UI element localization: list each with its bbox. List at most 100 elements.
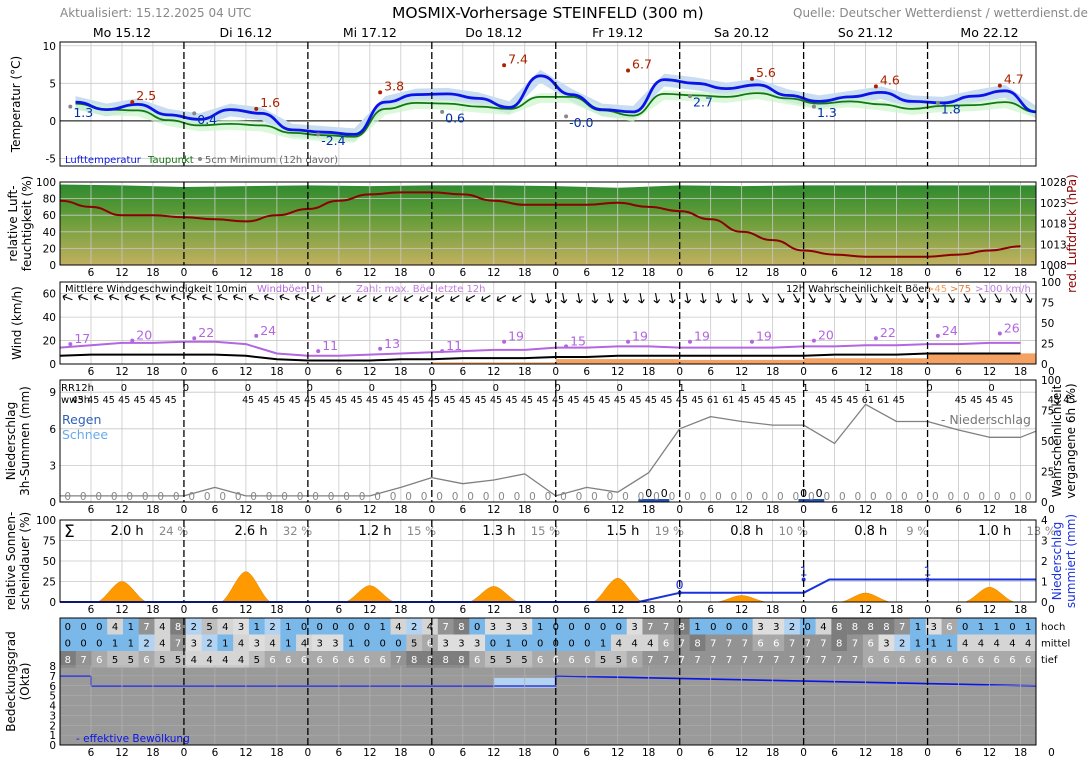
wind-direction-arrow bbox=[839, 293, 847, 303]
ww3h-code: 45 bbox=[1063, 395, 1075, 406]
cloud-cell-value: 6 bbox=[978, 655, 984, 666]
cloud-cell-value: 7 bbox=[143, 622, 149, 633]
daily-sun-hours: 2.0 h bbox=[111, 524, 144, 539]
day-label: Di 16.12 bbox=[219, 25, 272, 40]
cloud-xtick: 0 bbox=[800, 747, 807, 759]
wind-direction-arrow bbox=[932, 293, 940, 303]
cloud-cell-value: 4 bbox=[631, 639, 637, 650]
cloud-cell-value: 0 bbox=[568, 639, 574, 650]
cloud-cell-value: 1 bbox=[1025, 622, 1031, 633]
max-temp-label: 6.7 bbox=[632, 57, 652, 72]
cum-precip-dot bbox=[925, 577, 930, 582]
cloud-xtick: 18 bbox=[394, 747, 407, 759]
wind-direction-arrow bbox=[434, 295, 445, 303]
max-gust-dot bbox=[811, 338, 816, 343]
cloud-cell-value: 1 bbox=[694, 622, 700, 633]
precip-3h-value: 0 bbox=[607, 491, 614, 503]
cloud-cell-tief bbox=[437, 651, 454, 668]
cloud-cell-value: 8 bbox=[836, 639, 842, 650]
cloud-cell-mittel bbox=[138, 634, 155, 651]
cloud-cell-tief bbox=[973, 651, 990, 668]
wind-direction-arrow bbox=[560, 292, 568, 304]
cloud-cell-value: 8 bbox=[458, 655, 464, 666]
cloud-cell-value: 3 bbox=[458, 639, 464, 650]
precip-3h-value: 0 bbox=[219, 491, 226, 503]
cloud-cell-value: 4 bbox=[301, 639, 307, 650]
cloud-cell-value: 5 bbox=[616, 655, 622, 666]
precip-3h-value: 0 bbox=[854, 491, 861, 503]
cloud-cell-value: 7 bbox=[647, 655, 653, 666]
wind-xtick: 0 bbox=[428, 366, 435, 378]
sun-xtick: 18 bbox=[1014, 604, 1027, 616]
ground-min-dot bbox=[811, 104, 816, 109]
precip-3h-value: 0 bbox=[916, 491, 923, 503]
wind-direction-arrow bbox=[777, 293, 785, 303]
ww3h-code: 61 bbox=[862, 395, 874, 406]
cloud-cell-tief bbox=[217, 651, 234, 668]
cloud-cell-value: 6 bbox=[757, 639, 763, 650]
cloud-cell-value: 0 bbox=[584, 639, 590, 650]
cloud-cell-value: 6 bbox=[348, 655, 354, 666]
cloud-cell-mittel bbox=[878, 634, 895, 651]
rr12h-value: 1 bbox=[678, 383, 684, 394]
rr12h-value: 0 bbox=[121, 383, 127, 394]
cloud-cell-hoch bbox=[343, 618, 360, 635]
pre-xtick: 18 bbox=[890, 504, 903, 516]
gust-prob-ytick: 25 bbox=[1041, 339, 1054, 351]
wind-xtick: 12 bbox=[859, 366, 872, 378]
cloud-cell-value: 4 bbox=[395, 622, 401, 633]
precip-3h-value: 0 bbox=[142, 491, 149, 503]
humidity-ylabel-1: relative Luft- bbox=[6, 185, 20, 261]
cloud-cell-value: 4 bbox=[820, 622, 826, 633]
wind-direction-arrow bbox=[93, 293, 104, 301]
hum-xtick: 18 bbox=[642, 267, 655, 279]
cloud-cell-value: 4 bbox=[159, 622, 165, 633]
sun-xtick: 18 bbox=[890, 604, 903, 616]
wind-direction-arrow bbox=[638, 292, 645, 304]
wind-xtick: 18 bbox=[146, 366, 159, 378]
precip-3h-value: 0 bbox=[529, 491, 536, 503]
cloud-cell-hoch bbox=[878, 618, 895, 635]
cloud-cell-value: 6 bbox=[537, 655, 543, 666]
wind-xtick: 6 bbox=[707, 366, 714, 378]
gust-prob-ytick: 50 bbox=[1041, 318, 1054, 330]
cloud-cell-mittel bbox=[122, 634, 140, 651]
cloud-cell-tief bbox=[406, 651, 423, 668]
sun-xtick: 18 bbox=[270, 604, 283, 616]
wind-xtick: 12 bbox=[983, 366, 996, 378]
cloud-cell-hoch bbox=[390, 618, 407, 635]
ww3h-code: 45 bbox=[691, 395, 703, 406]
cloud-cell-value: 7 bbox=[836, 655, 842, 666]
gust-probability-bar bbox=[927, 353, 1036, 364]
cloud-cell-value: 0 bbox=[364, 639, 370, 650]
pre-xtick: 18 bbox=[146, 504, 159, 516]
sun-xtick: 0 bbox=[676, 604, 683, 616]
ww3h-code: 45 bbox=[118, 395, 130, 406]
cloud-cell-mittel bbox=[988, 634, 1005, 651]
cloud-cell-value: 3 bbox=[238, 622, 244, 633]
cloud-cell-hoch bbox=[516, 618, 533, 635]
cloud-cell-value: 1 bbox=[348, 639, 354, 650]
cloud-cell-hoch bbox=[721, 618, 738, 635]
daily-sun-percent: 15 % bbox=[531, 524, 560, 538]
cloud-cell-value: 0 bbox=[317, 622, 323, 633]
day-label: Mi 17.12 bbox=[343, 25, 397, 40]
cloud-cell-mittel bbox=[784, 634, 801, 651]
cloud-cell-value: 7 bbox=[663, 622, 669, 633]
sun-xtick: 12 bbox=[239, 604, 252, 616]
cloud-cell-tief bbox=[500, 651, 517, 668]
precip-3h-value: 0 bbox=[95, 491, 102, 503]
precip-3h-value: 0 bbox=[947, 491, 954, 503]
wind-direction-arrow bbox=[403, 295, 414, 303]
hum-frame bbox=[59, 181, 1037, 266]
cloud-xtick: 18 bbox=[642, 747, 655, 759]
cloud-row-label: tief bbox=[1041, 655, 1058, 666]
cloud-cell-tief bbox=[75, 651, 92, 668]
hum-xtick: 18 bbox=[394, 267, 407, 279]
precip-3h-value: 0 bbox=[669, 491, 676, 503]
ww3h-code: 45 bbox=[645, 395, 657, 406]
cloud-cell-value: 0 bbox=[490, 639, 496, 650]
cloud-cell-value: 0 bbox=[710, 622, 716, 633]
cloud-cell-mittel bbox=[201, 634, 218, 651]
pre-xtick: 0 bbox=[181, 504, 188, 516]
